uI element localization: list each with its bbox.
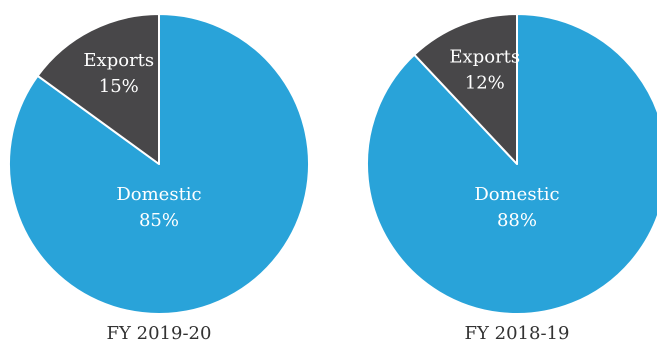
slice-label-exports: Exports [83, 50, 154, 71]
slice-value-exports: 12% [465, 73, 505, 94]
slice-value-domestic: 85% [139, 210, 179, 231]
pie-chart-fy-2019-20: Domestic 85% Exports 15% [8, 13, 310, 315]
pie-chart-fy-2018-19: Domestic 88% Exports 12% [366, 13, 657, 315]
pie-slice-domestic [366, 13, 657, 315]
slice-value-exports: 15% [99, 76, 139, 97]
pie-title-fy-2018-19: FY 2018-19 [465, 323, 570, 344]
slice-label-domestic: Domestic [116, 184, 201, 205]
pie-slice-exports [36, 13, 160, 165]
slice-label-exports: Exports [449, 47, 520, 68]
pie-slice-exports [413, 13, 518, 165]
slice-value-domestic: 88% [497, 210, 537, 231]
pie-title-fy-2019-20: FY 2019-20 [107, 323, 212, 344]
slice-label-domestic: Domestic [474, 184, 559, 205]
